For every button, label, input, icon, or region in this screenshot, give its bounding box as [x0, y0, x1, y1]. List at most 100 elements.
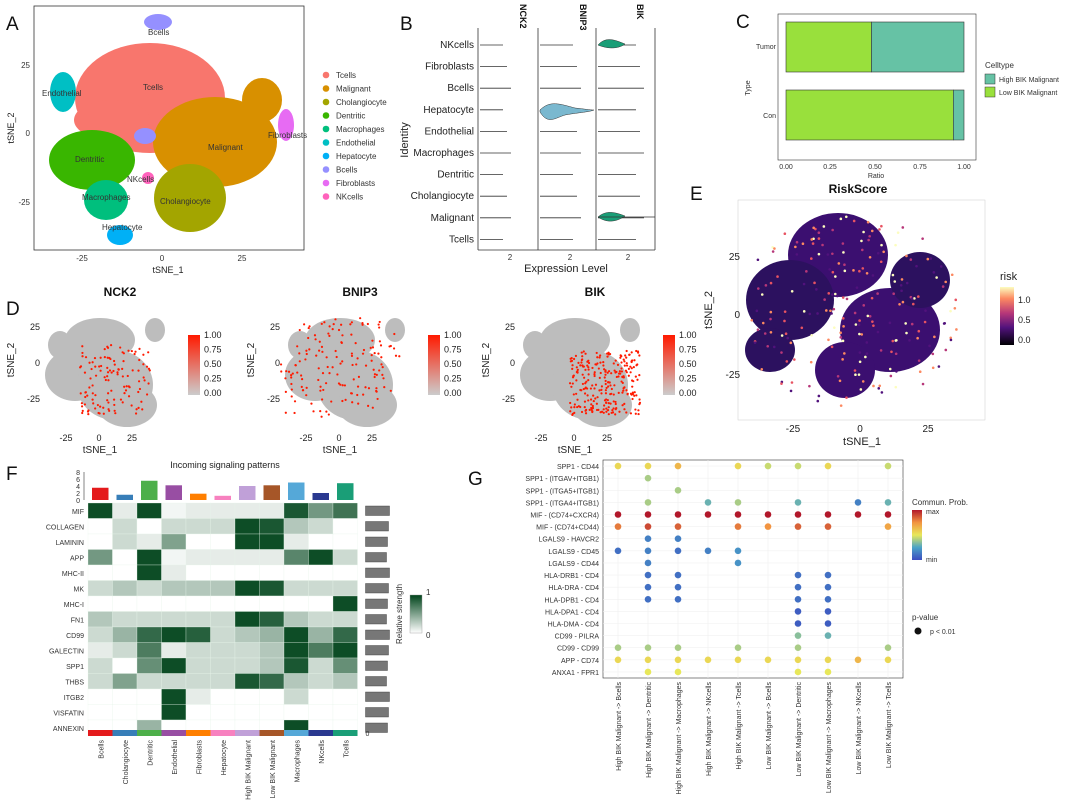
panel-g-dot: [884, 644, 892, 652]
panel-d-point: [142, 363, 145, 366]
panel-f-cell: [136, 502, 162, 519]
panel-e-point: [921, 237, 924, 240]
panel-f-cell: [161, 642, 187, 659]
panel-d-point: [361, 323, 364, 326]
panel-b-label: B: [400, 14, 413, 35]
panel-b-ylabel: Identity: [399, 122, 411, 158]
panel-f-cell: [210, 704, 236, 721]
panel-d-point: [305, 352, 308, 356]
panel-d-point: [584, 352, 587, 355]
panel-e-point: [879, 260, 883, 264]
panel-d-point: [131, 369, 134, 372]
panel-g-dot: [794, 571, 802, 579]
panel-d-point: [284, 390, 287, 393]
panel-d-cluster: [145, 318, 165, 342]
panel-c-cat-tumor: Tumor: [756, 44, 777, 51]
panel-f-cell: [87, 642, 113, 659]
cluster-nkcells: [142, 172, 154, 184]
panel-d-point: [604, 373, 607, 376]
panel-f-cell: [283, 673, 309, 690]
panel-e-point: [800, 326, 804, 330]
panel-d-point: [107, 401, 110, 404]
panel-d-point: [621, 376, 625, 379]
panel-d-point: [612, 362, 615, 365]
panel-e-point: [939, 265, 943, 268]
panel-g-row-label: SPP1 - (ITGAV+ITGB1): [525, 476, 599, 483]
panel-d-point: [340, 341, 343, 344]
panel-e-point: [932, 271, 936, 274]
panel-d-point: [320, 322, 323, 325]
panel-e-point: [830, 345, 834, 349]
panel-d-point: [122, 360, 125, 363]
panel-f-cell: [332, 642, 358, 659]
panel-f-cell: [283, 549, 309, 566]
panel-f-cell: [283, 626, 309, 643]
panel-e-blob-4: [890, 252, 950, 308]
panel-e-point: [895, 370, 898, 373]
panel-e-point: [949, 336, 953, 340]
panel-d-point: [606, 398, 609, 402]
panel-d-point: [133, 352, 136, 356]
panel-e-point: [879, 349, 883, 352]
panel-e-point: [877, 387, 881, 390]
panel-d-point: [301, 389, 305, 392]
panel-e-point: [831, 252, 834, 256]
panel-a-ytick-3: -25: [18, 198, 30, 207]
panel-d-point: [637, 409, 640, 412]
panel-d-point: [123, 385, 126, 388]
panel-d: D NCK2 -25 0 25 tSNE_1 25 0 -25 tSNE_2 1.00 0.75 0.…: [6, 285, 697, 456]
panel-e-point: [905, 254, 908, 258]
legend-label-hepatocyte: Hepatocyte: [336, 152, 377, 161]
panel-e-point: [834, 275, 837, 278]
panel-d-point: [620, 370, 624, 373]
panel-e-point: [911, 302, 915, 306]
legend-label-bcells: Bcells: [336, 166, 357, 175]
panel-e-point: [845, 396, 848, 399]
panel-d-point: [598, 356, 601, 359]
panel-f-col-label-macrophages: Macrophages: [294, 740, 301, 783]
panel-d-point: [362, 393, 365, 396]
panel-d-point: [612, 407, 615, 410]
panel-e-point: [753, 341, 757, 344]
panel-f-cell: [112, 502, 138, 519]
panel-f-cell: [185, 688, 211, 705]
panel-e-point: [857, 323, 861, 327]
panel-g-dot: [674, 656, 682, 664]
panel-e-xlabel: tSNE_1: [843, 436, 881, 448]
panel-f-cell: [136, 673, 162, 690]
panel-e-point: [864, 355, 867, 359]
panel-e-point: [870, 229, 874, 233]
panel-d-point: [620, 361, 623, 364]
panel-e-point: [931, 366, 935, 370]
panel-c-bars: [785, 21, 965, 141]
panel-e-point: [859, 388, 863, 391]
panel-c-legend-swatch-low: [984, 86, 996, 98]
panel-d-point: [593, 373, 596, 376]
panel-d-point: [638, 401, 642, 404]
panel-d-point: [618, 370, 621, 373]
panel-g-dot: [794, 668, 802, 676]
panel-d-point: [305, 394, 308, 397]
panel-d-point: [629, 371, 632, 374]
panel-d-point: [571, 364, 574, 367]
panel-d-point: [604, 379, 607, 383]
panel-e-point: [794, 245, 797, 249]
panel-d-ytick: 0: [35, 358, 40, 368]
panel-d-point: [571, 376, 575, 379]
panel-e-point: [926, 257, 930, 261]
panel-e-point: [766, 344, 770, 348]
panel-f-cell: [185, 549, 211, 566]
panel-f-cell: [308, 673, 334, 690]
panel-d-cbar-tick: 0.25: [444, 374, 462, 384]
panel-f-cell: [210, 502, 236, 519]
panel-e-point: [858, 269, 861, 273]
panel-d-point: [114, 412, 117, 415]
panel-d-point: [364, 364, 368, 367]
panel-f-col-color: [308, 730, 333, 736]
cluster-label-macrophages: Macrophages: [82, 193, 130, 202]
panel-d-point: [339, 362, 342, 365]
panel-d-point: [84, 391, 87, 394]
panel-e-blob-5: [815, 342, 875, 398]
panel-d-point: [586, 360, 589, 363]
